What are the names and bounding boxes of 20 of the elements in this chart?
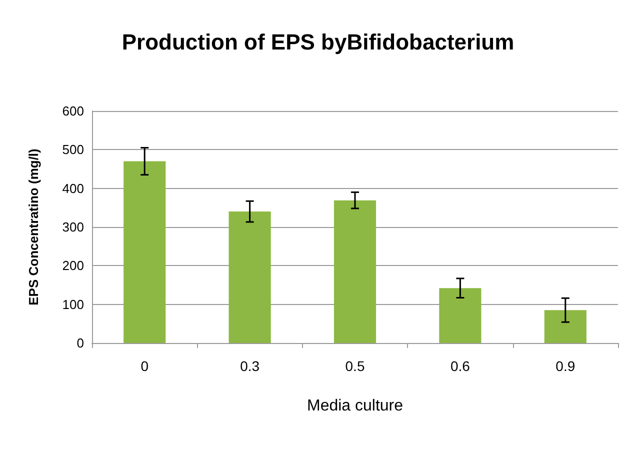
- y-tick-label: 500: [62, 142, 84, 158]
- y-tick-label: 200: [62, 258, 84, 274]
- y-tick-label: 400: [62, 180, 84, 196]
- chart-title: Production of EPS byBifidobacterium: [122, 30, 514, 54]
- y-tick-label: 0: [76, 336, 84, 350]
- bar: [228, 212, 271, 343]
- x-tick-label: 0.6: [450, 358, 470, 374]
- y-tick-label: 600: [62, 104, 84, 118]
- bar: [544, 310, 586, 343]
- bar: [439, 288, 482, 343]
- y-tick-label: 300: [62, 220, 84, 234]
- x-tick-label: 0.9: [556, 358, 576, 374]
- x-tick-label: 0.3: [240, 358, 260, 374]
- x-tick-label: 0.5: [345, 358, 365, 374]
- y-tick-label: 100: [62, 296, 84, 312]
- bar: [124, 161, 166, 343]
- x-tick-label: 0: [140, 358, 149, 374]
- bar: [334, 200, 376, 343]
- x-axis-title: Media culture: [306, 398, 404, 414]
- y-axis-title: EPS Concentratino (mg/l): [26, 148, 41, 306]
